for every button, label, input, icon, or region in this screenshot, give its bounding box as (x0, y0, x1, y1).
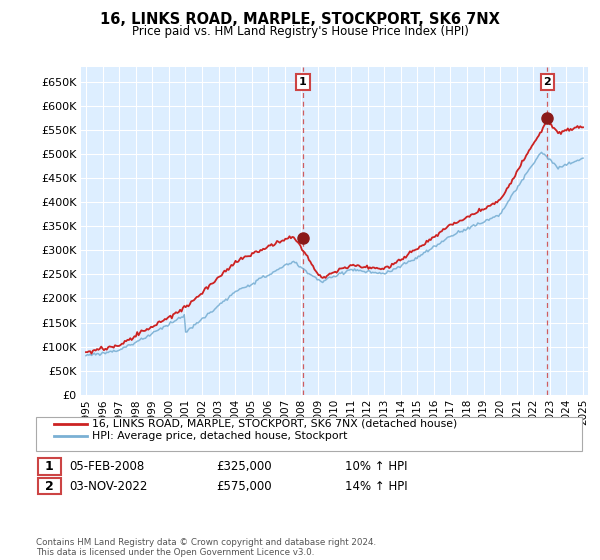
Text: 16, LINKS ROAD, MARPLE, STOCKPORT, SK6 7NX: 16, LINKS ROAD, MARPLE, STOCKPORT, SK6 7… (100, 12, 500, 27)
Text: 03-NOV-2022: 03-NOV-2022 (69, 479, 148, 493)
Text: 1: 1 (45, 460, 53, 473)
Text: Price paid vs. HM Land Registry's House Price Index (HPI): Price paid vs. HM Land Registry's House … (131, 25, 469, 38)
Text: 10% ↑ HPI: 10% ↑ HPI (345, 460, 407, 473)
Text: HPI: Average price, detached house, Stockport: HPI: Average price, detached house, Stoc… (92, 431, 347, 441)
Text: £325,000: £325,000 (216, 460, 272, 473)
Text: 2: 2 (544, 77, 551, 87)
Text: 14% ↑ HPI: 14% ↑ HPI (345, 479, 407, 493)
Text: 2: 2 (45, 479, 53, 493)
Text: 16, LINKS ROAD, MARPLE, STOCKPORT, SK6 7NX (detached house): 16, LINKS ROAD, MARPLE, STOCKPORT, SK6 7… (92, 419, 457, 429)
Text: £575,000: £575,000 (216, 479, 272, 493)
Text: Contains HM Land Registry data © Crown copyright and database right 2024.
This d: Contains HM Land Registry data © Crown c… (36, 538, 376, 557)
Text: 05-FEB-2008: 05-FEB-2008 (69, 460, 144, 473)
Text: 1: 1 (299, 77, 307, 87)
